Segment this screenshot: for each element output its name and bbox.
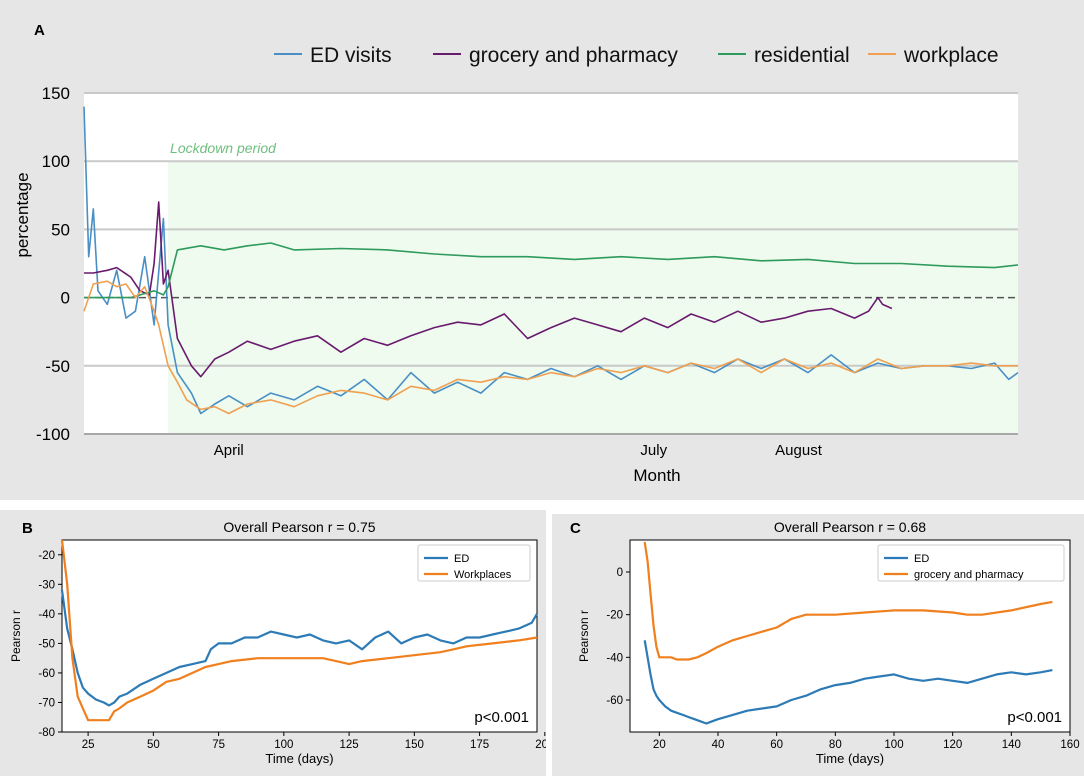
x-tick-label-august: August	[775, 442, 823, 459]
x-tick-label-b-175: 175	[470, 739, 489, 751]
x-tick-label-b-50: 50	[147, 739, 160, 751]
y-axis-label-b: Pearson r	[9, 610, 23, 662]
chart-c: Overall Pearson r = 0.68 20 40 60 80 100 120 14…	[577, 519, 1080, 766]
p-value-annotation-b: p<0.001	[474, 709, 529, 726]
x-axis-label-a: Month	[633, 466, 680, 485]
y-tick-label-b-20: -20	[38, 550, 55, 562]
panel-letter-a: A	[34, 22, 45, 39]
y-tick-label-c-0: 0	[617, 567, 623, 579]
y-tick-label-c-40: -40	[606, 652, 623, 664]
y-tick-label-b-70: -70	[38, 697, 55, 709]
x-tick-label-c-20: 20	[653, 739, 666, 751]
legend-box-c	[877, 544, 1065, 582]
x-tick-label-c-60: 60	[770, 739, 783, 751]
y-tick-label-b-60: -60	[38, 668, 55, 680]
x-tick-label-c-120: 120	[943, 739, 962, 751]
chart-title-c: Overall Pearson r = 0.68	[774, 519, 926, 535]
x-axis-label-b: Time (days)	[265, 751, 333, 766]
legend-label-ed-visits: ED visits	[310, 44, 392, 67]
y-tick-label-100: 100	[42, 152, 70, 171]
x-tick-label-c-140: 140	[1002, 739, 1021, 751]
y-axis-label-c: Pearson r	[577, 610, 591, 662]
series-line-workplace	[83, 280, 1018, 415]
y-tick-label-b-40: -40	[38, 609, 55, 621]
chart-b: Overall Pearson r = 0.75 25 50 75 100 125 150 1…	[9, 519, 546, 766]
legend-label-c-grocery-and-pharmacy: grocery and pharmacy	[914, 569, 1024, 581]
lockdown-label: Lockdown period	[170, 140, 277, 156]
y-tick-label-150: 150	[42, 84, 70, 103]
legend-label-grocery-and-pharmacy: grocery and pharmacy	[469, 44, 678, 67]
y-axis-label-a: percentage	[13, 172, 32, 257]
x-tick-label-b-200: 200	[535, 739, 546, 751]
x-tick-label-c-80: 80	[829, 739, 842, 751]
p-value-annotation-c: p<0.001	[1007, 709, 1062, 726]
x-tick-label-b-25: 25	[82, 739, 95, 751]
series-line-c-ed	[643, 640, 1053, 725]
x-tick-label-b-150: 150	[405, 739, 424, 751]
y-tick-label-b-30: -30	[38, 579, 55, 591]
panel-c: C Overall Pearson r = 0.68 20 40 60 80 100 120…	[552, 514, 1084, 776]
y-tick-label-b-50: -50	[38, 638, 55, 650]
legend-label-residential: residential	[754, 44, 850, 67]
x-tick-label-c-40: 40	[712, 739, 725, 751]
panel-a: A Lockdown period 150 100 50 0 -50 -100 April J…	[0, 0, 1084, 500]
legend-label-b-ed: ED	[454, 553, 469, 565]
y-tick-label-0: 0	[61, 289, 70, 308]
y-tick-label-50: 50	[51, 220, 70, 239]
x-axis-label-c: Time (days)	[816, 751, 884, 766]
series-line-b-ed	[60, 590, 538, 707]
y-tick-label-b-80: -80	[38, 727, 55, 739]
series-line-residential	[84, 242, 1019, 299]
y-tick-label-c-60: -60	[606, 695, 623, 707]
x-tick-label-b-75: 75	[212, 739, 225, 751]
legend-box-b	[417, 544, 531, 582]
x-tick-label-c-100: 100	[884, 739, 903, 751]
y-tick-label-50: -50	[45, 357, 70, 376]
panel-letter-b: B	[22, 520, 33, 537]
series-line-b-workplaces	[60, 539, 538, 722]
x-tick-label-c-160: 160	[1060, 739, 1079, 751]
chart-title-b: Overall Pearson r = 0.75	[223, 519, 375, 535]
panel-b: B Overall Pearson r = 0.75 25 50 75 100 125 15…	[0, 510, 546, 776]
series-line-grocery-and-pharmacy	[84, 201, 893, 378]
y-tick-label-100: -100	[36, 425, 70, 444]
x-tick-label-july: July	[640, 442, 667, 459]
legend-label-workplace: workplace	[903, 44, 999, 67]
y-tick-label-c-20: -20	[606, 610, 623, 622]
x-tick-label-b-100: 100	[274, 739, 293, 751]
x-tick-label-april: April	[214, 442, 244, 459]
chart-a: Lockdown period 150 100 50 0 -50 -100 April Jul…	[13, 44, 1019, 485]
x-tick-label-b-125: 125	[339, 739, 358, 751]
legend-label-b-workplaces: Workplaces	[454, 569, 512, 581]
panel-letter-c: C	[570, 520, 581, 537]
series-line-c-grocery-and-pharmacy	[643, 541, 1053, 661]
legend-label-c-ed: ED	[914, 553, 929, 565]
